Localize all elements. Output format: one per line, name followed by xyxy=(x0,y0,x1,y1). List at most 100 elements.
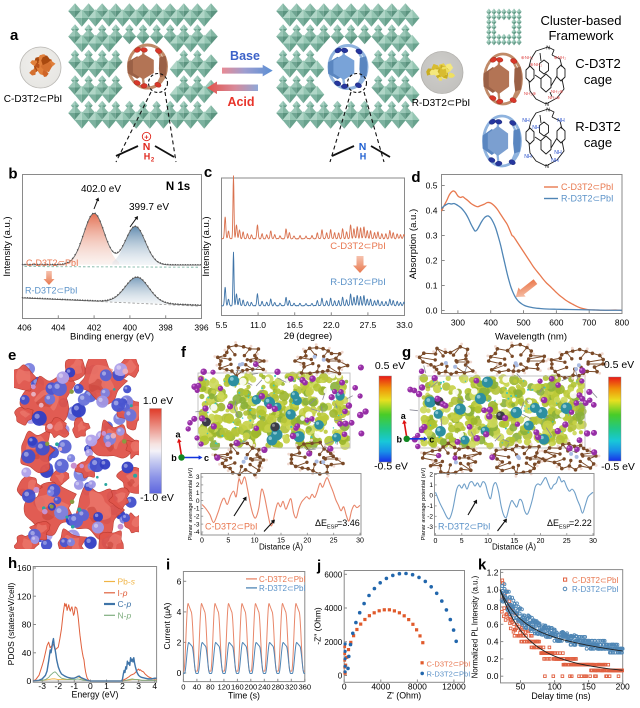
svg-text:4000: 4000 xyxy=(324,604,342,613)
svg-text:Planar average potential (eV): Planar average potential (eV) xyxy=(421,467,427,540)
svg-text:0: 0 xyxy=(200,538,204,545)
svg-text:160: 160 xyxy=(231,683,244,692)
svg-text:30: 30 xyxy=(356,538,364,545)
svg-text:33.0: 33.0 xyxy=(396,320,413,330)
svg-text:NH₂⊕: NH₂⊕ xyxy=(551,89,563,94)
svg-text:1: 1 xyxy=(104,681,109,691)
svg-text:0: 0 xyxy=(434,538,438,545)
svg-text:280: 280 xyxy=(271,683,284,692)
svg-text:d: d xyxy=(411,169,420,186)
svg-text:15: 15 xyxy=(510,538,518,545)
svg-text:16.5: 16.5 xyxy=(286,320,303,330)
svg-text:2000: 2000 xyxy=(324,638,342,647)
svg-text:Current (µA): Current (µA) xyxy=(162,602,172,649)
svg-text:N: N xyxy=(546,46,550,52)
svg-text:c: c xyxy=(429,434,434,444)
svg-text:402: 402 xyxy=(87,323,101,333)
svg-text:N-p: N-p xyxy=(118,610,132,620)
svg-text:Absorption (a.u.): Absorption (a.u.) xyxy=(408,209,419,279)
svg-text:0.5 eV: 0.5 eV xyxy=(375,360,405,372)
svg-text:Wavelength (nm): Wavelength (nm) xyxy=(495,331,567,342)
svg-text:4000: 4000 xyxy=(371,682,390,692)
svg-text:c: c xyxy=(204,453,209,463)
svg-text:2: 2 xyxy=(177,637,182,647)
svg-text:0.2: 0.2 xyxy=(487,654,499,664)
svg-text:N: N xyxy=(143,141,151,153)
svg-text:0: 0 xyxy=(342,682,347,692)
svg-text:N: N xyxy=(546,108,550,114)
svg-text:300: 300 xyxy=(451,318,465,328)
svg-text:400: 400 xyxy=(484,318,498,328)
svg-text:C-D3T2⊂PbI: C-D3T2⊂PbI xyxy=(205,522,258,532)
svg-text:1: 1 xyxy=(196,490,200,497)
svg-text:399.7 eV: 399.7 eV xyxy=(129,202,169,213)
svg-text:5.5: 5.5 xyxy=(216,320,228,330)
svg-text:2θ (degree): 2θ (degree) xyxy=(284,331,332,342)
svg-text:50: 50 xyxy=(516,682,526,692)
svg-text:0.4: 0.4 xyxy=(426,206,438,216)
svg-text:N 1s: N 1s xyxy=(166,181,190,193)
svg-text:22.0: 22.0 xyxy=(323,320,340,330)
svg-text:-1: -1 xyxy=(194,506,200,513)
svg-text:=2.22: =2.22 xyxy=(569,518,592,528)
svg-text:600: 600 xyxy=(549,318,563,328)
svg-text:-1.0 eV: -1.0 eV xyxy=(140,492,174,504)
svg-text:R-D3T2: R-D3T2 xyxy=(575,119,621,134)
svg-text:1.0 eV: 1.0 eV xyxy=(143,395,173,407)
svg-text:11.0: 11.0 xyxy=(250,320,266,330)
svg-text:20: 20 xyxy=(537,538,545,545)
svg-text:a: a xyxy=(10,27,19,44)
svg-text:4: 4 xyxy=(177,607,182,617)
svg-text:5: 5 xyxy=(226,538,230,545)
svg-text:Planar average potential (eV): Planar average potential (eV) xyxy=(188,467,194,540)
svg-text:40: 40 xyxy=(22,648,32,658)
svg-text:Binding energy (eV): Binding energy (eV) xyxy=(70,332,154,343)
svg-text:C-D3T2⊂PbI: C-D3T2⊂PbI xyxy=(561,182,614,192)
svg-text:N: N xyxy=(359,141,367,153)
svg-text:5: 5 xyxy=(460,538,464,545)
svg-text:C-D3T2⊂PbI: C-D3T2⊂PbI xyxy=(572,576,619,585)
svg-text:R-D3T2⊂PbI: R-D3T2⊂PbI xyxy=(412,98,470,109)
svg-text:Z' (Ohm): Z' (Ohm) xyxy=(387,691,421,701)
svg-text:0: 0 xyxy=(177,668,182,678)
svg-text:120: 120 xyxy=(218,683,231,692)
svg-text:C-p: C-p xyxy=(118,599,132,609)
svg-text:400: 400 xyxy=(123,323,137,333)
svg-text:Acid: Acid xyxy=(227,95,254,109)
svg-text:NH₂⊕: NH₂⊕ xyxy=(548,95,560,100)
svg-text:ΔE: ΔE xyxy=(315,518,327,528)
svg-text:C-D3T2⊂PbI: C-D3T2⊂PbI xyxy=(330,241,385,252)
svg-text:25: 25 xyxy=(563,538,571,545)
svg-text:a: a xyxy=(401,411,407,421)
svg-text:e: e xyxy=(8,347,16,364)
svg-text:-3: -3 xyxy=(427,524,433,531)
svg-text:h: h xyxy=(8,555,17,572)
svg-text:R-D3T2⊂PbI: R-D3T2⊂PbI xyxy=(438,522,491,532)
svg-text:0.4: 0.4 xyxy=(487,637,499,647)
svg-text:0.1: 0.1 xyxy=(426,281,438,291)
svg-text:i: i xyxy=(166,557,170,574)
svg-text:NH: NH xyxy=(522,118,530,124)
svg-text:402.0 eV: 402.0 eV xyxy=(81,184,121,195)
svg-text:0.0: 0.0 xyxy=(426,306,438,316)
svg-text:R-D3T2⊂PbI: R-D3T2⊂PbI xyxy=(427,670,471,679)
svg-text:15: 15 xyxy=(277,538,285,545)
svg-text:320: 320 xyxy=(285,683,298,692)
svg-text:0: 0 xyxy=(429,493,433,500)
svg-text:0: 0 xyxy=(196,498,200,505)
svg-text:8000: 8000 xyxy=(408,682,427,692)
svg-text:Framework: Framework xyxy=(548,28,614,43)
svg-text:Delay time (ns): Delay time (ns) xyxy=(531,691,590,701)
svg-text:Cluster-based: Cluster-based xyxy=(541,13,622,28)
svg-text:120: 120 xyxy=(17,591,31,601)
svg-text:800: 800 xyxy=(615,318,629,328)
svg-text:200: 200 xyxy=(245,683,258,692)
svg-text:500: 500 xyxy=(516,318,530,328)
svg-text:-0.5 eV: -0.5 eV xyxy=(601,461,635,473)
svg-text:80: 80 xyxy=(206,683,214,692)
svg-text:Pb-s: Pb-s xyxy=(118,577,136,587)
svg-text:Intensity (a.u.): Intensity (a.u.) xyxy=(2,216,13,276)
svg-text:-0.5 eV: -0.5 eV xyxy=(374,461,408,473)
svg-text:C-D3T2⊂PbI: C-D3T2⊂PbI xyxy=(427,660,471,669)
svg-text:0.5 eV: 0.5 eV xyxy=(604,359,634,371)
